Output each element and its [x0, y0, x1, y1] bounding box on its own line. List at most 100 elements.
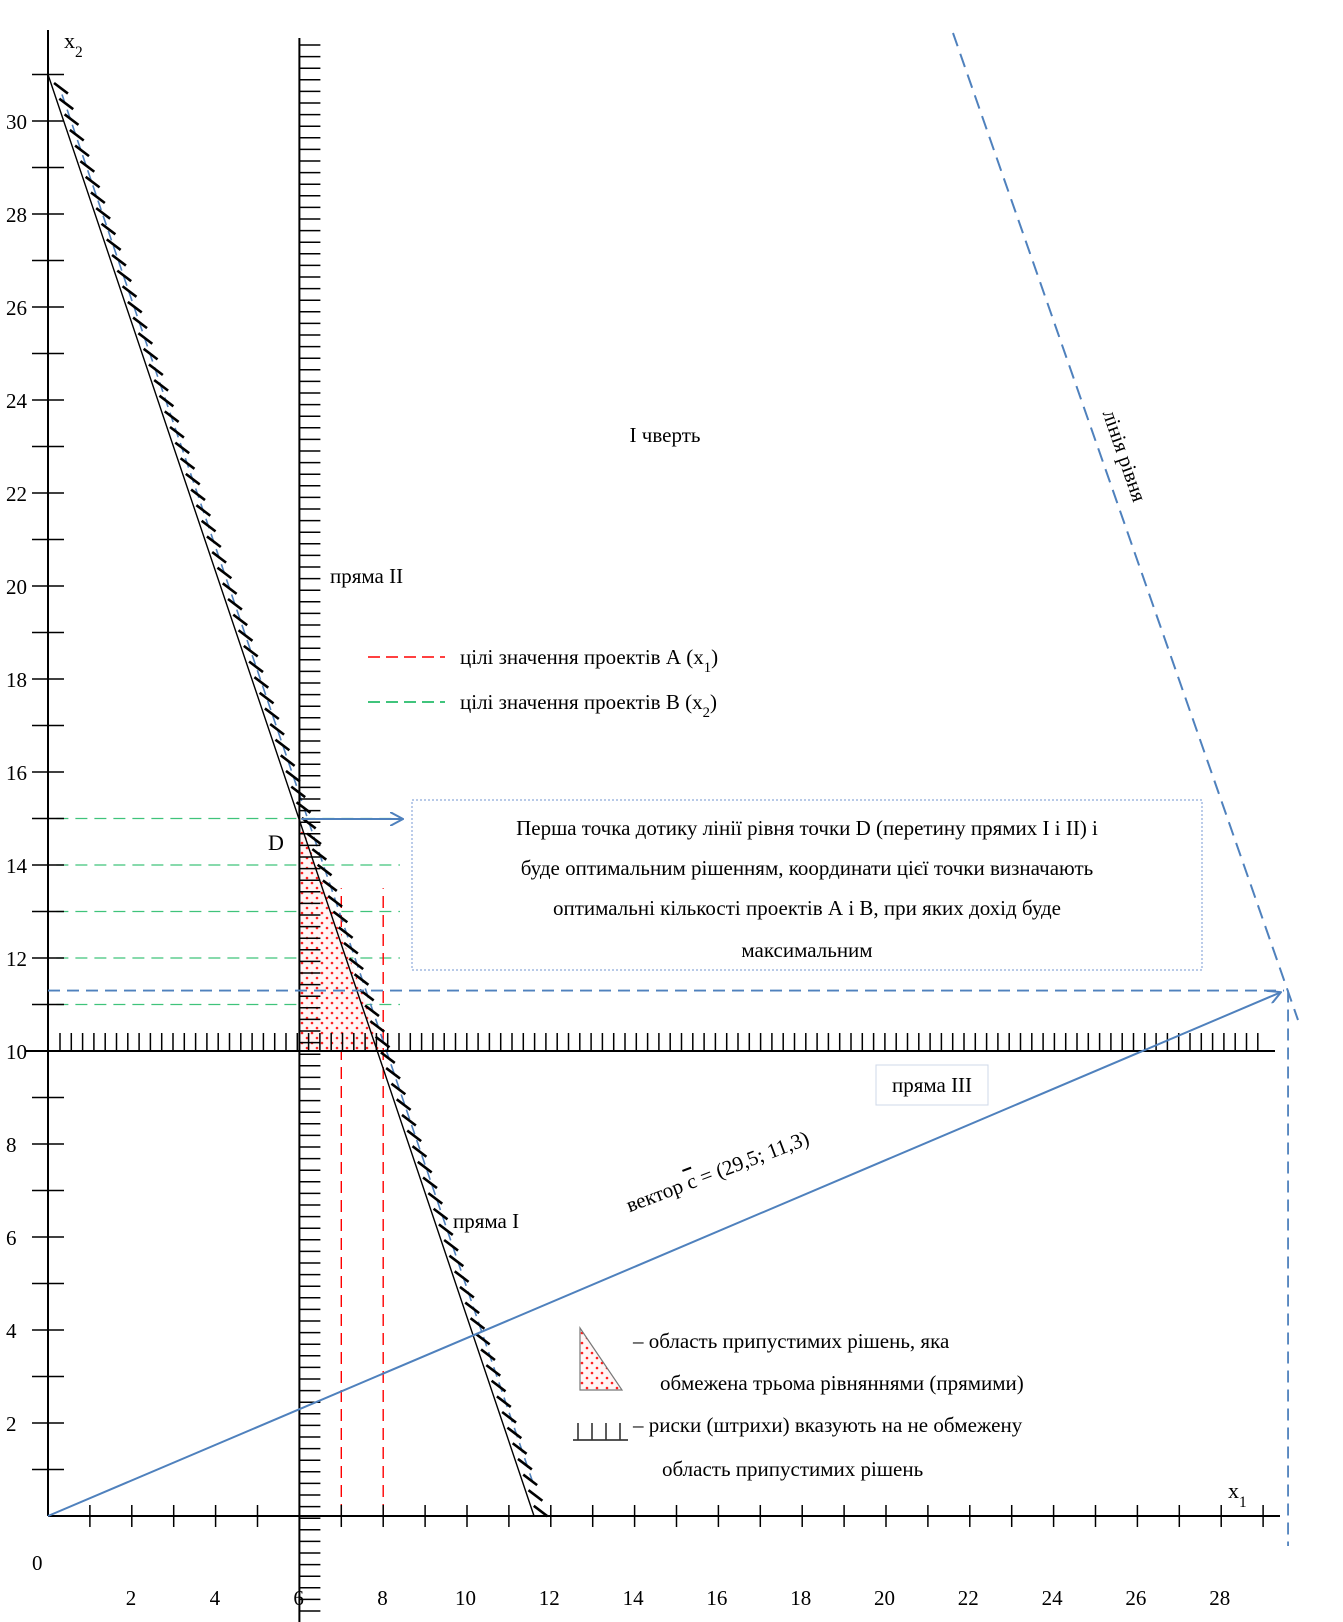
- x-tick-label: 28: [1209, 1586, 1230, 1610]
- hatch-mark: [121, 285, 138, 298]
- x-tick-label: 10: [455, 1586, 476, 1610]
- hatch-mark: [327, 895, 343, 908]
- hatch-mark: [58, 97, 74, 111]
- hatch-mark: [353, 973, 370, 986]
- hatch-mark: [337, 926, 354, 939]
- hatch-mark: [469, 1317, 486, 1330]
- hatch-mark: [274, 738, 291, 752]
- feasible-region: [299, 818, 384, 1051]
- hatch-mark: [248, 660, 264, 674]
- y-tick-label: 26: [6, 296, 27, 320]
- hatch-mark: [527, 1489, 544, 1502]
- hatch-mark: [406, 1129, 422, 1143]
- hatch-mark: [290, 785, 306, 799]
- annotations-layer: Перша точка дотику лінії рівня точки D (…: [268, 407, 1203, 1481]
- hatch-mark: [84, 175, 101, 189]
- level-line-label: лінія рівня: [1098, 407, 1152, 505]
- quadrant-label: І чверть: [630, 423, 701, 447]
- hatch-mark: [459, 1285, 475, 1299]
- hatch-mark: [380, 1051, 396, 1064]
- x-tick-label: 4: [210, 1586, 221, 1610]
- hatch-mark: [285, 769, 301, 783]
- hatch-mark: [264, 707, 280, 721]
- hatch-mark: [390, 1082, 407, 1096]
- hatch-mark: [90, 191, 106, 205]
- hatch-mark: [401, 1113, 417, 1127]
- hatch-mark: [485, 1364, 502, 1377]
- hatch-mark: [195, 504, 212, 517]
- origin-label: 0: [32, 1551, 43, 1575]
- x-tick-label: 20: [874, 1586, 895, 1610]
- y-axis-label: x2: [64, 28, 83, 61]
- line-II-label: пряма II: [330, 564, 403, 588]
- y-tick-label: 24: [6, 389, 28, 413]
- hatch-mark: [132, 316, 148, 330]
- y-tick-label: 20: [6, 575, 27, 599]
- y-tick-label: 16: [6, 761, 27, 785]
- hatch-mark: [501, 1410, 517, 1424]
- hatch-note-line: – риски (штрихи) вказують на не обмежену: [632, 1413, 1023, 1437]
- line-I: [47, 74, 535, 1517]
- callout-text-line: буде оптимальним рішенням, координати ці…: [521, 856, 1093, 880]
- callout-box: [411, 799, 1203, 971]
- hatch-mark: [111, 253, 127, 267]
- hatch-mark: [316, 863, 333, 877]
- hatch-mark: [480, 1348, 496, 1362]
- hatch-mark: [206, 535, 222, 549]
- hatch-mark: [137, 332, 154, 345]
- feasible-region-layer: [299, 818, 384, 1051]
- vector-and-level-layer: [47, 32, 1299, 1546]
- y-tick-label: 10: [6, 1040, 27, 1064]
- line-II-hatching: [299, 44, 321, 1612]
- point-D-label: D: [268, 830, 284, 855]
- hatch-mark: [163, 410, 180, 423]
- region-note-line: обмежена трьома рівняннями (прямими): [660, 1371, 1024, 1395]
- hatch-mark: [395, 1098, 412, 1111]
- hatch-mark: [153, 379, 169, 392]
- hatch-mark: [169, 425, 185, 439]
- hatch-mark: [105, 238, 122, 251]
- line-I-guide: [61, 94, 535, 1487]
- hatch-mark: [364, 1004, 380, 1018]
- x-tick-label: 18: [790, 1586, 811, 1610]
- vector-c: [47, 993, 1280, 1517]
- integer-dashes-layer: [56, 817, 400, 1516]
- line-III-label: пряма III: [892, 1073, 972, 1097]
- hatch-mark: [348, 957, 364, 971]
- line-I-hatching: [53, 81, 549, 1518]
- hatch-mark: [63, 113, 80, 126]
- y-tick-label: 14: [6, 854, 28, 878]
- y-tick-label: 22: [6, 482, 27, 506]
- hatch-mark: [190, 488, 206, 502]
- y-tick-label: 4: [6, 1319, 17, 1343]
- hatch-mark: [232, 613, 248, 627]
- hatch-mark: [269, 723, 285, 736]
- hatch-mark: [332, 910, 349, 924]
- y-tick-label: 28: [6, 203, 27, 227]
- callout-text-line: максимальним: [741, 938, 872, 962]
- hatch-mark: [69, 128, 85, 142]
- line-I-label: пряма I: [453, 1209, 519, 1233]
- hatch-mark: [411, 1145, 428, 1158]
- hatch-mark: [438, 1223, 454, 1236]
- hatch-mark: [306, 832, 322, 846]
- hatch-mark: [100, 222, 117, 236]
- legend-label: цілі значення проектів В (x2): [460, 690, 717, 721]
- hatch-mark: [417, 1160, 433, 1174]
- hatch-mark: [432, 1207, 449, 1221]
- line-III-label-box: [875, 1064, 989, 1106]
- hatch-mark: [258, 691, 275, 705]
- level-line: [952, 32, 1299, 1021]
- hatch-mark: [496, 1395, 512, 1408]
- x-tick-label: 16: [706, 1586, 727, 1610]
- region-note-line: – область припустимих рішень, яка: [632, 1329, 950, 1353]
- hatch-mark: [427, 1192, 444, 1205]
- x-tick-label: 14: [623, 1586, 645, 1610]
- callout-text-line: оптимальні кількості проектів А і В, при…: [553, 896, 1061, 920]
- hatch-mark: [490, 1379, 507, 1393]
- hatch-mark: [517, 1457, 533, 1471]
- hatch-mark: [322, 879, 338, 893]
- y-tick-label: 2: [6, 1412, 17, 1436]
- hatch-mark: [369, 1020, 386, 1033]
